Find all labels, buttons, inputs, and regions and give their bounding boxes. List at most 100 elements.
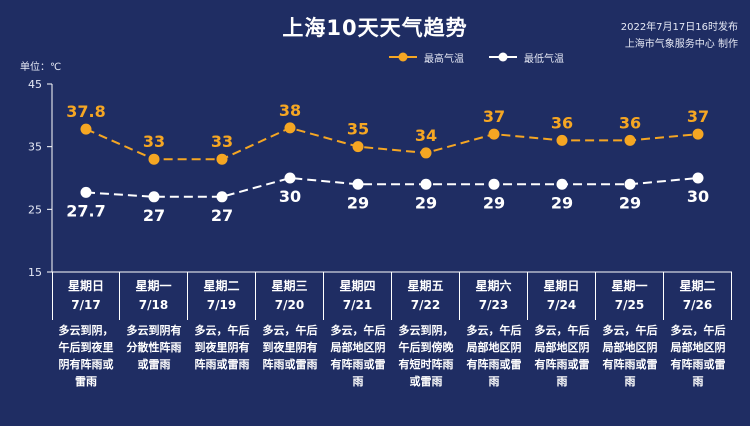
- data-label-high: 36: [619, 113, 641, 132]
- day-cell: 星期五 7/22: [392, 272, 460, 320]
- data-label-high: 37: [483, 107, 505, 126]
- legend-low-marker-icon: [489, 52, 517, 62]
- legend-high-marker-icon: [389, 52, 417, 62]
- data-point-low: [284, 172, 296, 184]
- date-label: 7/23: [478, 298, 509, 312]
- day-cell: 星期一 7/18: [120, 272, 188, 320]
- producer-credit: 上海市气象服务中心 制作: [624, 39, 738, 50]
- date-label: 7/20: [274, 298, 305, 312]
- data-point-low: [692, 172, 704, 184]
- data-label-low: 29: [347, 193, 369, 212]
- data-point-high: [216, 153, 228, 165]
- data-label-high: 33: [143, 132, 165, 151]
- weather-description: 多云，午后局部地区阴有阵雨或雷雨: [534, 324, 590, 388]
- data-point-low: [352, 178, 364, 190]
- data-label-low: 29: [551, 193, 573, 212]
- data-label-high: 37.8: [66, 102, 105, 121]
- weather-description: 多云，午后局部地区阴有阵雨或雷雨: [602, 324, 658, 388]
- weather-description: 多云，午后到夜里阴有阵雨或雷雨: [194, 324, 250, 371]
- legend-item-low: 最低气温: [488, 50, 564, 65]
- publish-info: 2022年7月17日16时发布 上海市气象服务中心 制作: [538, 19, 738, 53]
- day-cell: 星期二 7/26: [664, 272, 732, 320]
- date-label: 7/21: [342, 298, 373, 312]
- date-label: 7/26: [682, 298, 713, 312]
- legend-item-high: 最高气温: [388, 50, 464, 65]
- weather-description: 多云到阴，午后到傍晚有短时阵雨或雷雨: [398, 324, 454, 388]
- weekday-label: 星期一: [135, 279, 172, 293]
- data-label-high: 37: [687, 107, 709, 126]
- day-cell: 星期一 7/25: [596, 272, 664, 320]
- data-label-low: 27: [211, 206, 233, 225]
- data-label-high: 34: [415, 126, 437, 145]
- data-point-high: [148, 153, 160, 165]
- data-point-low: [148, 191, 160, 203]
- data-label-low: 27: [143, 206, 165, 225]
- data-point-low: [556, 178, 568, 190]
- date-label: 7/22: [410, 298, 441, 312]
- data-point-high: [624, 134, 636, 146]
- series-line-high: [85, 126, 699, 161]
- data-point-low: [80, 186, 92, 198]
- date-label: 7/18: [138, 298, 169, 312]
- weekday-label: 星期一: [611, 279, 648, 293]
- day-cell: 星期四 7/21: [324, 272, 392, 320]
- data-point-low: [624, 178, 636, 190]
- y-tick-label: 35: [28, 141, 42, 154]
- weather-description: 多云，午后局部地区阴有阵雨或雷雨: [670, 324, 726, 388]
- weekday-label: 星期日: [67, 279, 104, 293]
- data-point-high: [692, 128, 704, 140]
- data-label-low: 29: [415, 193, 437, 212]
- date-label: 7/19: [206, 298, 237, 312]
- weekday-label: 星期四: [339, 279, 376, 293]
- y-axis-unit-label: 单位：℃: [20, 62, 62, 73]
- data-point-low: [420, 178, 432, 190]
- weather-description: 多云，午后到夜里阴有阵雨或雷雨: [262, 324, 318, 371]
- day-cell: 星期日 7/24: [528, 272, 596, 320]
- publish-time: 2022年7月17日16时发布: [620, 22, 738, 33]
- date-label: 7/25: [614, 298, 645, 312]
- weekday-label: 星期二: [203, 279, 240, 293]
- x-axis-day-cells: 星期日 7/17 星期一 7/18 星期二 7/19 星期三 7/20 星期四 7/21 …: [52, 272, 732, 320]
- day-cell: 星期三 7/20: [256, 272, 324, 320]
- day-cell: 星期六 7/23: [460, 272, 528, 320]
- weekday-label: 星期日: [543, 279, 580, 293]
- data-label-high: 36: [551, 113, 573, 132]
- day-cell: 星期日 7/17: [52, 272, 120, 320]
- series-line-low: [85, 176, 699, 198]
- data-label-high: 35: [347, 120, 369, 139]
- legend-low-label: 最低气温: [524, 53, 564, 65]
- data-label-high: 33: [211, 132, 233, 151]
- weather-description: 多云，午后局部地区阴有阵雨或雷雨: [466, 324, 522, 388]
- data-label-high: 38: [279, 101, 301, 120]
- data-point-high: [420, 147, 432, 159]
- day-cell: 星期二 7/19: [188, 272, 256, 320]
- legend-high-label: 最高气温: [424, 53, 464, 65]
- weekday-label: 星期五: [407, 279, 444, 293]
- data-label-low: 30: [687, 187, 709, 206]
- weekday-label: 星期二: [679, 279, 716, 293]
- data-point-low: [488, 178, 500, 190]
- y-tick-label: 15: [28, 266, 42, 279]
- date-label: 7/24: [546, 298, 577, 312]
- weather-descriptions: 多云到阴，午后到夜里阴有阵雨或雷雨 多云到阴有分散性阵雨或雷雨 多云，午后到夜里…: [52, 322, 732, 422]
- weather-description: 多云到阴，午后到夜里阴有阵雨或雷雨: [58, 324, 114, 388]
- data-label-low: 29: [619, 193, 641, 212]
- data-label-low: 30: [279, 187, 301, 206]
- data-label-low: 29: [483, 193, 505, 212]
- chart-legend: 最高气温 最低气温: [388, 48, 588, 66]
- y-tick-label: 25: [28, 203, 42, 216]
- data-point-low: [216, 191, 228, 203]
- page-title: 上海10天天气趋势: [282, 16, 468, 40]
- weekday-label: 星期六: [475, 279, 512, 293]
- data-point-high: [352, 141, 364, 153]
- date-label: 7/17: [71, 298, 101, 312]
- data-point-high: [80, 123, 92, 135]
- y-tick-label: 45: [28, 78, 42, 91]
- data-point-high: [284, 122, 296, 134]
- weather-description: 多云到阴有分散性阵雨或雷雨: [126, 324, 182, 371]
- weather-description: 多云，午后局部地区阴有阵雨或雷雨: [330, 324, 386, 388]
- data-point-high: [488, 128, 500, 140]
- weekday-label: 星期三: [271, 279, 308, 293]
- data-point-high: [556, 134, 568, 146]
